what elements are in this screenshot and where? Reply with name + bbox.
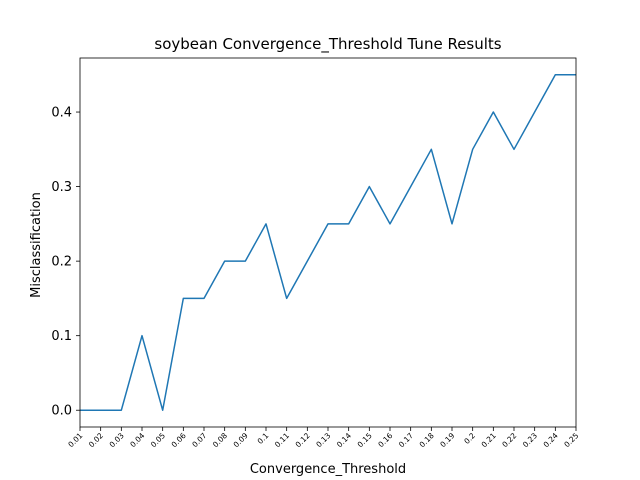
y-tick-label: 0.3 — [51, 180, 72, 195]
x-axis-label: Convergence_Threshold — [250, 462, 406, 477]
y-tick-label: 0.2 — [51, 255, 72, 270]
y-tick-label: 0.4 — [51, 106, 72, 121]
y-tick-label: 0.0 — [51, 404, 72, 419]
y-axis-label: Misclassification — [29, 192, 44, 298]
chart-title: soybean Convergence_Threshold Tune Resul… — [154, 35, 501, 54]
y-tick-label: 0.1 — [51, 329, 72, 344]
